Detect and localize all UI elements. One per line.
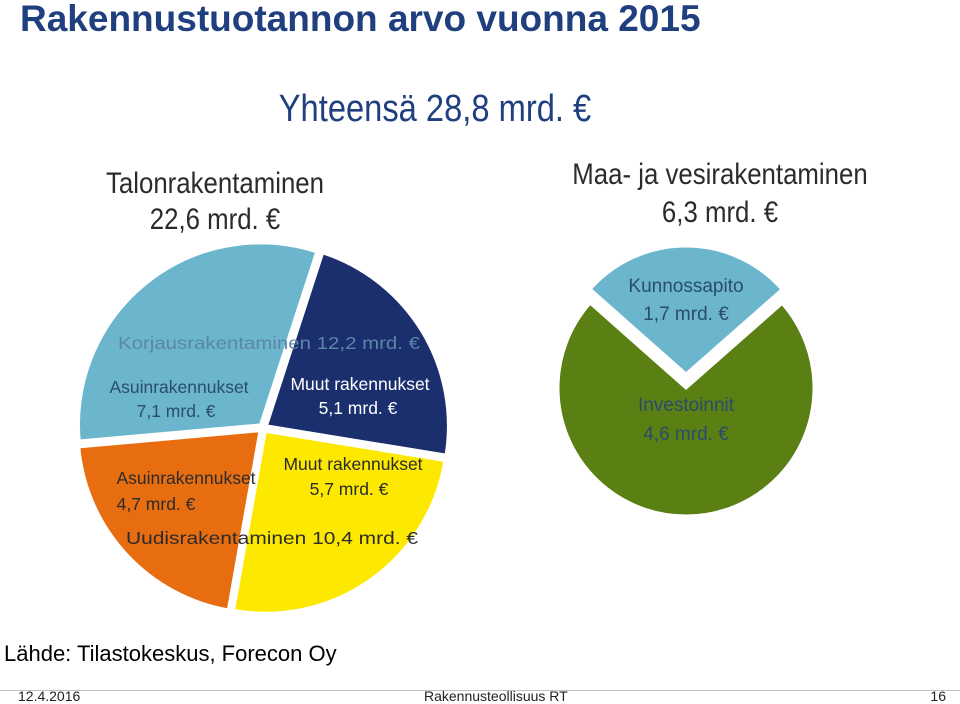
slice-label-kunnossapito-line2: 1,7 mrd. € <box>643 304 729 325</box>
slice-label-korjaus-muut-line2: 5,1 mrd. € <box>319 398 398 418</box>
slice-label-uudis-muut-line1: Muut rakennukset <box>283 454 422 474</box>
uudisrakentaminen-label: Uudisrakentaminen 10,4 mrd. € <box>126 528 418 548</box>
korjausrakentaminen-label: Korjausrakentaminen 12,2 mrd. € <box>118 333 420 353</box>
footer-organization: Rakennusteollisuus RT <box>424 688 568 704</box>
footer-divider <box>0 690 960 691</box>
pie-slice-pie1-0 <box>264 250 450 457</box>
pie-slice-pie1-2 <box>77 429 262 612</box>
talo-heading: Talonrakentaminen 22,6 mrd. € <box>99 166 331 238</box>
total-value: Yhteensä 28,8 mrd. € <box>278 88 592 130</box>
footer-date: 12.4.2016 <box>18 688 81 704</box>
slice-label-uudis-asuin-line2: 4,7 mrd. € <box>117 494 196 514</box>
slice-label-uudis-muut-line2: 5,7 mrd. € <box>310 479 389 499</box>
slice-label-korjaus-muut-line1: Muut rakennukset <box>290 374 429 394</box>
slice-label-kunnossapito-line1: Kunnossapito <box>628 276 743 297</box>
talo-heading-line2: 22,6 mrd. € <box>149 203 281 236</box>
slice-label-korjaus-asuin-line1: Asuinrakennukset <box>109 377 248 397</box>
pie-slice-pie1-3 <box>77 241 319 443</box>
pie-labels: Korjausrakentaminen 12,2 mrd. € Uudisrak… <box>109 276 743 548</box>
page-title: Rakennustuotannon arvo vuonna 2015 <box>20 0 701 39</box>
talonrakentaminen-pie <box>77 241 450 615</box>
maa-heading: Maa- ja vesirakentaminen 6,3 mrd. € <box>531 156 909 232</box>
talo-heading-line1: Talonrakentaminen <box>105 167 325 200</box>
slice-label-uudis-asuin-line1: Asuinrakennukset <box>116 468 255 488</box>
maa-heading-line1: Maa- ja vesirakentaminen <box>572 158 868 191</box>
pie-slice-pie2-1 <box>556 301 816 518</box>
slice-label-investoinnit-line2: 4,6 mrd. € <box>643 424 729 445</box>
footer-page-number: 16 <box>930 688 946 704</box>
slice-label-investoinnit-line1: Investoinnit <box>638 395 735 416</box>
pie-slice-pie2-0 <box>588 244 785 377</box>
pie-slice-pie1-1 <box>231 429 447 615</box>
source-note: Lähde: Tilastokeskus, Forecon Oy <box>4 641 337 666</box>
slice-label-korjaus-asuin-line2: 7,1 mrd. € <box>137 401 216 421</box>
maa-heading-line2: 6,3 mrd. € <box>661 196 779 229</box>
maa-ja-vesirakentaminen-pie <box>556 244 816 518</box>
